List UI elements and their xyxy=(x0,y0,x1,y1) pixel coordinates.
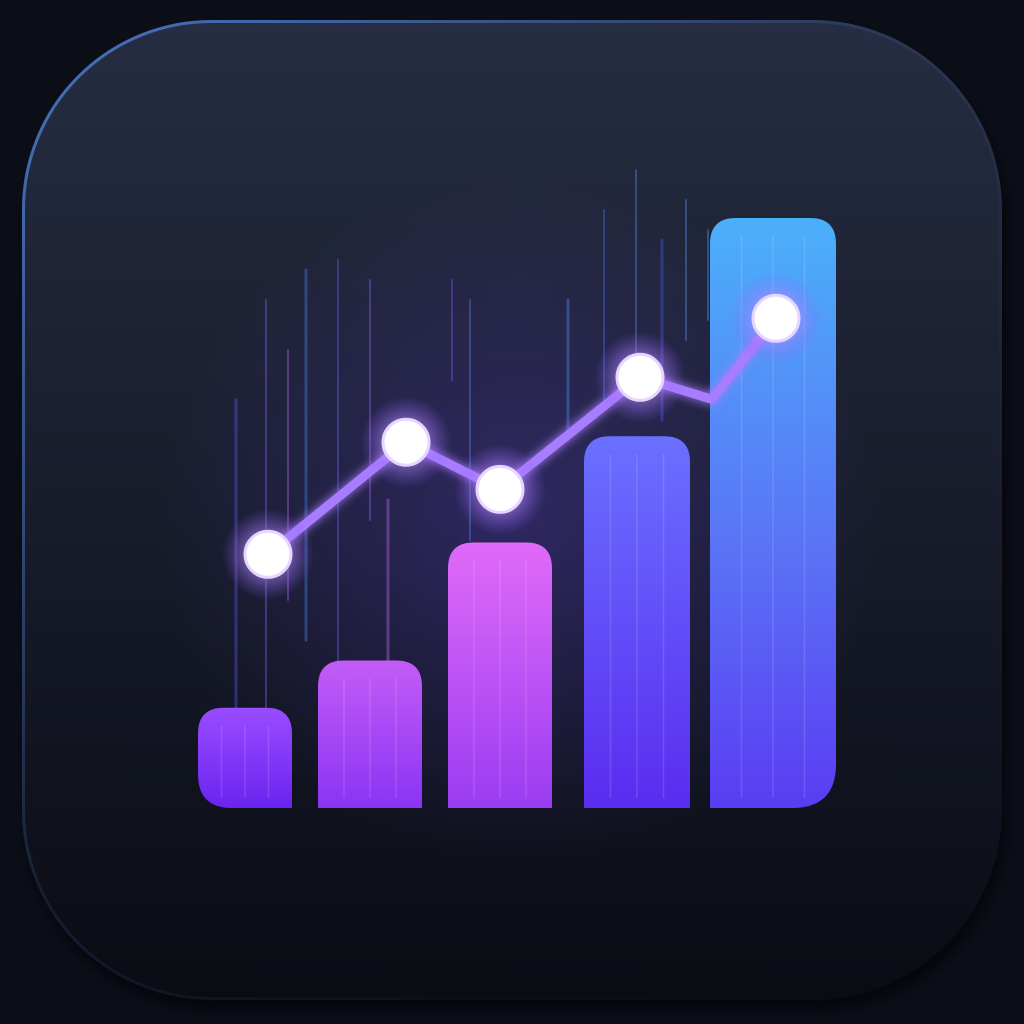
trend-line-group xyxy=(222,272,822,601)
bar-4 xyxy=(584,436,690,808)
trend-point-3 xyxy=(475,464,525,514)
bar-2 xyxy=(318,660,422,808)
app-icon xyxy=(22,20,1006,1010)
trend-point-1 xyxy=(243,529,293,579)
trend-point-2 xyxy=(381,417,431,467)
trend-point-4 xyxy=(615,352,665,402)
trend-point-5 xyxy=(751,293,801,343)
bar-chart-with-trend-line-icon xyxy=(198,218,836,808)
bar-1 xyxy=(198,707,292,808)
icon-tile-rim xyxy=(22,20,1002,1000)
bar-3 xyxy=(448,542,552,808)
